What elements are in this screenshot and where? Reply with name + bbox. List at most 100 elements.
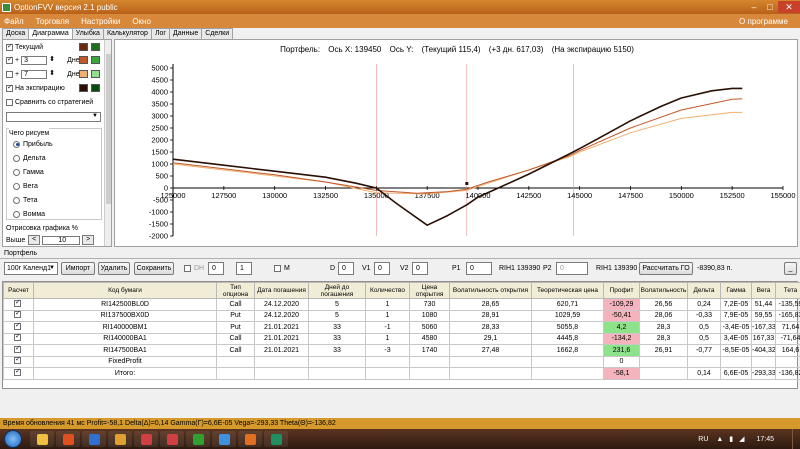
taskbar-app[interactable]	[160, 431, 184, 447]
spin-arrows-icon[interactable]: ⬍	[49, 69, 56, 77]
dh-input-2[interactable]: 1	[236, 262, 252, 275]
current-checkbox[interactable]	[6, 42, 13, 51]
taskbar-app[interactable]	[108, 431, 132, 447]
taskbar-app[interactable]	[238, 431, 262, 447]
taskbar-app[interactable]	[212, 431, 236, 447]
menu-trading[interactable]: Торговля	[35, 16, 70, 26]
plus7-color-swatch[interactable]	[79, 70, 88, 78]
v2-input[interactable]: 0	[412, 262, 428, 275]
column-header[interactable]: Цена открытия	[409, 282, 450, 299]
plus3-color-swatch[interactable]	[79, 56, 88, 64]
taskbar-app[interactable]	[134, 431, 158, 447]
compare-checkbox[interactable]	[6, 98, 13, 106]
expiration-color-swatch[interactable]	[79, 84, 88, 92]
menu-settings[interactable]: Настройки	[81, 16, 121, 26]
option-gamma[interactable]: Гамма	[13, 167, 44, 177]
language-indicator[interactable]: RU	[698, 435, 709, 443]
column-header[interactable]: Волатильность открытия	[449, 282, 532, 299]
row-checkbox[interactable]	[14, 334, 21, 342]
m-checkbox[interactable]	[274, 265, 281, 272]
column-header[interactable]: Количество	[365, 282, 410, 299]
taskbar-app[interactable]	[186, 431, 210, 447]
radio-gamma[interactable]	[13, 168, 20, 176]
taskbar-app[interactable]	[56, 431, 80, 447]
radio-vomma[interactable]	[13, 210, 20, 218]
table-row[interactable]: RI137500BX0DPut24.12.202051108028,911029…	[3, 309, 800, 322]
scrollbar-thumb[interactable]	[106, 54, 111, 204]
collapse-button[interactable]: _	[784, 262, 797, 275]
menu-window[interactable]: Окно	[132, 16, 151, 26]
taskbar-app[interactable]	[30, 431, 54, 447]
strategy-dropdown[interactable]: ▼	[6, 112, 101, 122]
start-button[interactable]	[4, 430, 22, 448]
table-row[interactable]: FixedProfit0X	[3, 355, 800, 368]
p1-input[interactable]: 0	[466, 262, 492, 275]
taskbar-app[interactable]	[82, 431, 106, 447]
row-checkbox[interactable]	[14, 357, 21, 365]
show-desktop-button[interactable]	[792, 429, 800, 449]
tab-calculator[interactable]: Калькулятор	[102, 28, 152, 39]
expiration-checkbox[interactable]	[6, 83, 13, 92]
above-value-field[interactable]: 10	[42, 235, 81, 245]
column-header[interactable]: Теоретическая цена	[531, 282, 604, 299]
table-row[interactable]: RI147500BA1Call21.01.202133-3174027,4816…	[3, 344, 800, 357]
table-row[interactable]: RI140000BA1Call21.01.2021331458029,14445…	[3, 332, 800, 345]
clock[interactable]: 17:45	[756, 435, 774, 443]
column-header[interactable]: Дней до погашения	[308, 282, 366, 299]
column-header[interactable]: Тип опциона	[216, 282, 255, 299]
option-vomma[interactable]: Вомма	[13, 209, 45, 219]
column-header[interactable]: Код бумаги	[33, 282, 217, 299]
column-header[interactable]: Вега	[751, 282, 776, 299]
tab-board[interactable]: Доска	[2, 28, 30, 39]
tray-icons[interactable]: ▲ ▮ ◢	[716, 436, 747, 443]
days-input-1[interactable]: 3	[21, 55, 48, 65]
save-button[interactable]: Сохранить	[134, 262, 174, 275]
column-header[interactable]: Расчет	[3, 282, 34, 299]
option-delta[interactable]: Дельта	[13, 153, 46, 163]
column-header[interactable]: Дельта	[687, 282, 721, 299]
dh-checkbox[interactable]	[184, 265, 191, 272]
maximize-button[interactable]: □	[767, 2, 773, 12]
row-checkbox[interactable]	[14, 368, 21, 376]
column-header[interactable]: Профит	[603, 282, 640, 299]
divider[interactable]	[0, 258, 800, 259]
option-profit[interactable]: Прибыль	[13, 139, 53, 149]
v1-input[interactable]: 0	[374, 262, 390, 275]
decrease-button[interactable]: <	[28, 235, 41, 245]
column-header[interactable]: Тета	[775, 282, 800, 299]
option-theta[interactable]: Тета	[13, 195, 38, 205]
expiration-color-swatch-2[interactable]	[91, 84, 100, 92]
payoff-chart-area[interactable]: 5000 4500 4000 3500 3000 2500 2000 1500 1000 500 0…	[114, 39, 798, 247]
column-header[interactable]: Волатильность	[639, 282, 688, 299]
dh-input-1[interactable]: 0	[208, 262, 224, 275]
days-input-2[interactable]: 7	[21, 69, 48, 79]
radio-theta[interactable]	[13, 196, 20, 204]
menu-about[interactable]: О программе	[739, 16, 788, 26]
increase-button[interactable]: >	[82, 235, 95, 245]
radio-profit[interactable]	[13, 140, 20, 148]
tab-smile[interactable]: Улыбка	[71, 28, 104, 39]
p2-input[interactable]: 0	[556, 262, 588, 275]
tab-log[interactable]: Лог	[150, 28, 170, 39]
radio-delta[interactable]	[13, 154, 20, 162]
tab-data[interactable]: Данные	[168, 28, 203, 39]
left-panel-scrollbar[interactable]	[104, 40, 111, 246]
plus3-checkbox[interactable]	[6, 55, 13, 64]
minimize-button[interactable]: –	[751, 2, 757, 12]
tab-diagram[interactable]: Диаграмма	[28, 28, 73, 39]
calculate-margin-button[interactable]: Рассчитать ГО	[639, 262, 693, 275]
row-checkbox[interactable]	[14, 311, 21, 319]
current-color-swatch[interactable]	[79, 43, 88, 51]
column-header[interactable]: Гамма	[720, 282, 752, 299]
table-row[interactable]: RI140000BM1Put21.01.202133-1506028,33505…	[3, 321, 800, 334]
close-button[interactable]: ✕	[778, 1, 800, 13]
taskbar-app[interactable]	[264, 431, 288, 447]
plus3-color-swatch-2[interactable]	[91, 56, 100, 64]
payoff-chart[interactable]: 5000450040003500300025002000150010005000…	[115, 40, 799, 248]
current-color-swatch-2[interactable]	[91, 43, 100, 51]
delete-button[interactable]: Удалить	[98, 262, 130, 275]
spin-arrows-icon[interactable]: ⬍	[49, 55, 56, 63]
row-checkbox[interactable]	[14, 299, 21, 307]
row-checkbox[interactable]	[14, 322, 21, 330]
column-header[interactable]: Дата погашения	[254, 282, 309, 299]
